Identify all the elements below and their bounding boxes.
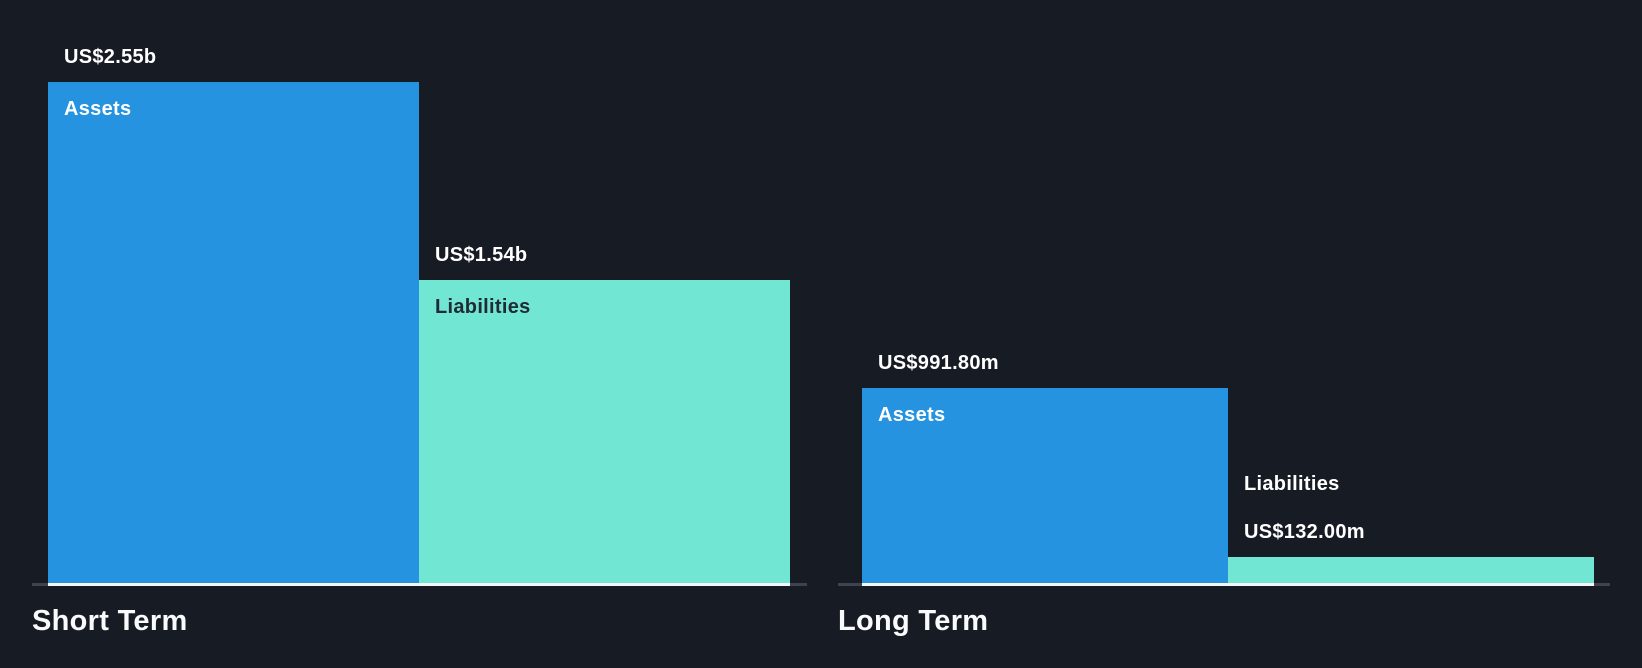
chart-group-short-term: US$2.55b Assets US$1.54b Liabilities Short T…	[32, 0, 807, 668]
axis-baseline	[862, 583, 1594, 586]
short-term-assets-bar[interactable]	[48, 82, 419, 583]
long-term-liabilities-name-label: Liabilities	[1244, 473, 1340, 495]
long-term-liabilities-value-label: US$132.00m	[1244, 521, 1365, 543]
short-term-liabilities-value-label: US$1.54b	[435, 244, 528, 266]
long-term-assets-value-label: US$991.80m	[878, 352, 999, 374]
group-label-short-term: Short Term	[32, 605, 188, 637]
group-label-long-term: Long Term	[838, 605, 989, 637]
short-term-liabilities-name-label: Liabilities	[435, 296, 531, 318]
long-term-assets-bar[interactable]	[862, 388, 1228, 583]
long-term-liabilities-bar[interactable]	[1228, 557, 1594, 583]
short-term-liabilities-bar[interactable]	[419, 280, 790, 583]
axis-baseline	[48, 583, 790, 586]
chart-group-long-term: US$991.80m Assets US$132.00m Liabilities Lon…	[838, 0, 1610, 668]
long-term-assets-name-label: Assets	[878, 404, 946, 426]
short-term-assets-name-label: Assets	[64, 98, 132, 120]
short-term-assets-value-label: US$2.55b	[64, 46, 157, 68]
